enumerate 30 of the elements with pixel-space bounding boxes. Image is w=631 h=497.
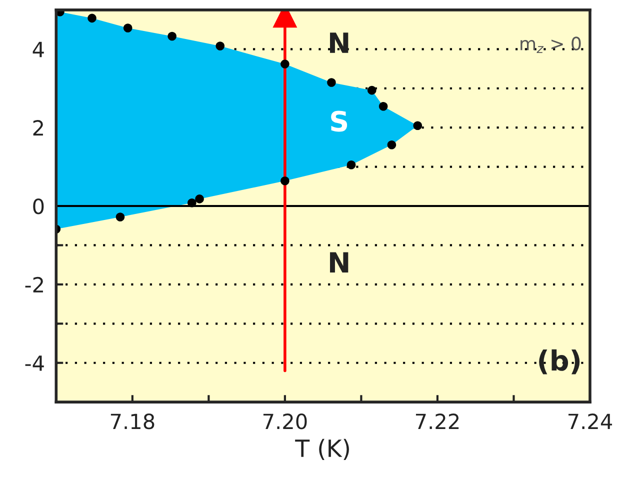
- y-tick-label: 2: [33, 120, 43, 136]
- annotation: N: [330, 252, 348, 272]
- point: [195, 194, 204, 204]
- x-tick-label: 7.18: [110, 414, 154, 430]
- y-tick-label: 0: [33, 198, 44, 214]
- x-tick-label: 7.24: [568, 414, 612, 430]
- point: [280, 60, 290, 68]
- point: [378, 102, 388, 111]
- annotation: m$_{z}$ > 0: [520, 36, 581, 54]
- annotation: N: [330, 32, 348, 53]
- point: [116, 212, 125, 222]
- y-tick-label: -2: [25, 276, 43, 292]
- point: [387, 140, 396, 150]
- point: [188, 198, 196, 208]
- point: [88, 14, 96, 23]
- point: [327, 78, 336, 87]
- point: [168, 32, 176, 41]
- point: [123, 24, 132, 32]
- y-tick-label: 4: [32, 42, 44, 58]
- point: [367, 86, 376, 95]
- x-tick-label: 7.20: [263, 414, 307, 430]
- annotation: (b): [539, 349, 580, 374]
- x-axis-title: T (K): [295, 438, 349, 460]
- point: [413, 121, 422, 130]
- x-tick-label: 7.22: [416, 414, 459, 430]
- point: [346, 160, 356, 170]
- annotation: S: [331, 110, 348, 132]
- point: [216, 42, 225, 50]
- y-tick-label: -4: [25, 356, 44, 371]
- point: [280, 176, 290, 186]
